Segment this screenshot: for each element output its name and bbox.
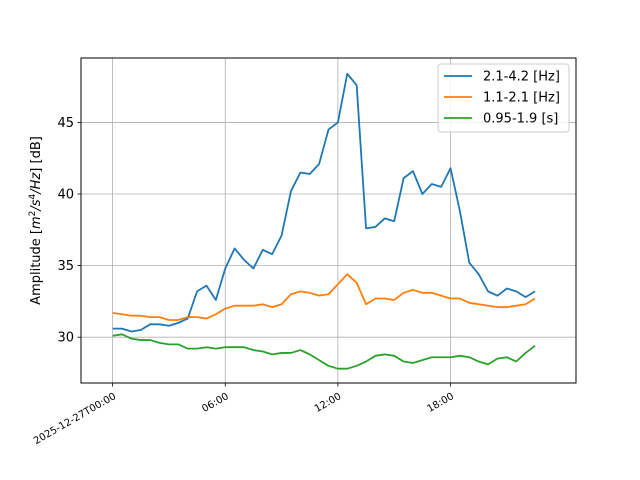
series-line-0 <box>112 72 536 333</box>
y-tick-label: 40 <box>57 188 74 203</box>
y-tick-label: 30 <box>57 331 74 346</box>
axis-ticks: 2025-12-27T00:00 06:00 12:00 18:00 30 35 40 45 <box>32 116 456 447</box>
legend-label-0: 2.1-4.2 [Hz] <box>483 70 560 85</box>
y-axis-label-part: / <box>29 188 44 195</box>
axes-frame <box>80 57 577 384</box>
x-tick-label: 12:00 <box>313 391 343 415</box>
y-axis-label-part: 2 <box>28 211 38 217</box>
series-lines <box>112 72 536 370</box>
x-tick-label: 18:00 <box>426 391 456 415</box>
legend-label-2: 0.95-1.9 [s] <box>483 112 558 127</box>
series-line-1 <box>112 273 536 321</box>
series-line-2 <box>112 333 536 370</box>
y-axis-label-part: ] [dB] <box>29 136 44 173</box>
x-tick-label: 2025-12-27T00:00 <box>32 391 118 447</box>
legend: 2.1-4.2 [Hz] 1.1-2.1 [Hz] 0.95-1.9 [s] <box>437 63 570 133</box>
y-axis-label-part: s <box>29 199 44 206</box>
legend-box <box>437 63 570 133</box>
y-axis-label-part: 4 <box>28 193 38 199</box>
y-axis-label-part: m <box>29 216 44 229</box>
y-tick-label: 45 <box>57 116 74 131</box>
y-axis-label-part: / <box>29 205 44 212</box>
y-tick-label: 35 <box>57 259 74 274</box>
x-tick-label: 06:00 <box>200 391 230 415</box>
y-axis-label: Amplitude [m2/s4/Hz] [dB] <box>28 136 44 305</box>
y-axis-label-part: Amplitude [ <box>29 229 44 305</box>
legend-label-1: 1.1-2.1 [Hz] <box>483 91 560 106</box>
y-axis-label-part: Hz <box>29 172 44 190</box>
